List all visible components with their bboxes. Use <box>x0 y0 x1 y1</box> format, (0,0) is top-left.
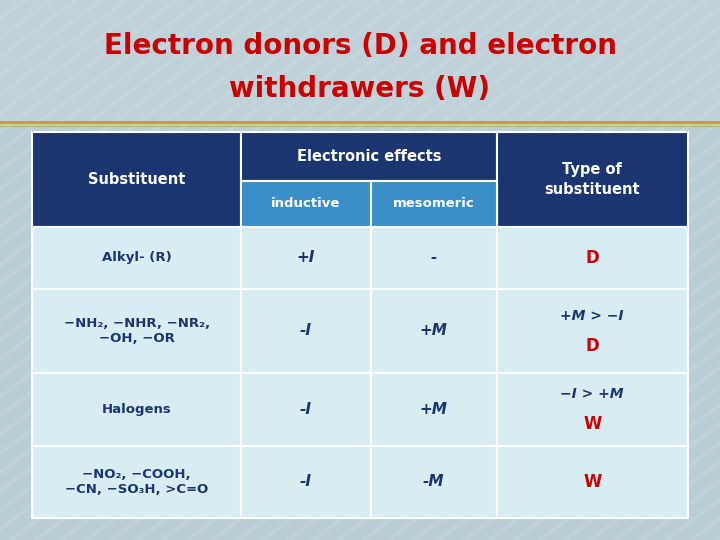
Text: −NO₂, −COOH,
−CN, −SO₃H, >C=O: −NO₂, −COOH, −CN, −SO₃H, >C=O <box>66 468 208 496</box>
Text: +M: +M <box>420 402 448 416</box>
Text: -M: -M <box>423 475 444 489</box>
Bar <box>371 446 497 518</box>
Bar <box>241 373 371 446</box>
Bar <box>241 132 497 181</box>
Text: -I: -I <box>300 323 312 338</box>
Text: +I: +I <box>297 251 315 265</box>
Text: Halogens: Halogens <box>102 402 171 416</box>
Text: Electronic effects: Electronic effects <box>297 149 441 164</box>
Bar <box>497 289 688 373</box>
Text: inductive: inductive <box>271 197 341 211</box>
Text: +M: +M <box>420 323 448 338</box>
Text: W: W <box>583 415 601 433</box>
Text: D: D <box>585 249 599 267</box>
Bar <box>497 227 688 289</box>
Text: Type of
substituent: Type of substituent <box>544 162 640 197</box>
Text: −I > +M: −I > +M <box>560 387 624 401</box>
Text: Electron donors (D) and electron: Electron donors (D) and electron <box>104 32 616 60</box>
Bar <box>497 373 688 446</box>
Text: -: - <box>431 251 437 265</box>
Bar <box>32 446 241 518</box>
Text: -I: -I <box>300 475 312 489</box>
Bar <box>32 289 241 373</box>
Text: −NH₂, −NHR, −NR₂,
−OH, −OR: −NH₂, −NHR, −NR₂, −OH, −OR <box>64 317 210 345</box>
Bar <box>32 132 241 227</box>
Bar <box>371 181 497 227</box>
Bar <box>32 373 241 446</box>
Text: Substituent: Substituent <box>88 172 186 187</box>
Bar <box>497 132 688 227</box>
Text: withdrawers (W): withdrawers (W) <box>230 75 490 103</box>
Bar <box>371 373 497 446</box>
Text: D: D <box>585 337 599 355</box>
Bar <box>241 227 371 289</box>
Text: mesomeric: mesomeric <box>393 197 474 211</box>
Bar <box>0 0 720 124</box>
Bar <box>497 446 688 518</box>
Bar <box>371 289 497 373</box>
Bar <box>371 227 497 289</box>
Text: -I: -I <box>300 402 312 416</box>
Text: W: W <box>583 473 601 491</box>
Bar <box>241 181 371 227</box>
Bar <box>241 289 371 373</box>
Text: Alkyl- (R): Alkyl- (R) <box>102 251 171 265</box>
Text: +M > −I: +M > −I <box>560 309 624 322</box>
Bar <box>241 446 371 518</box>
Bar <box>32 227 241 289</box>
